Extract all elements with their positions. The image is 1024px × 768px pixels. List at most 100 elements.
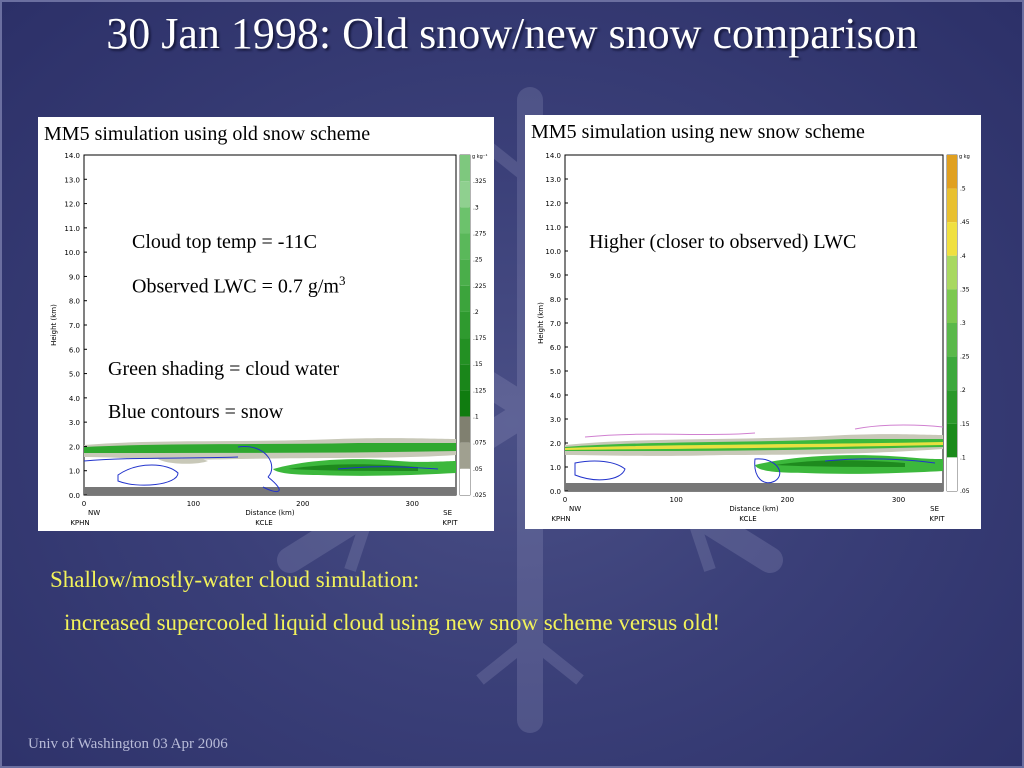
colorbar-segment [947,255,957,290]
colorbar-tick-label: .1 [960,454,966,461]
y-tick-label: 13.0 [64,176,80,184]
colorbar-segment [460,364,470,391]
y-tick-label: 3.0 [69,419,80,427]
colorbar-tick-label: .075 [473,440,487,447]
colorbar-segment [947,356,957,391]
y-tick-label: 1.0 [69,468,80,476]
x-tick-label: 200 [781,496,794,504]
colorbar-tick-label: .25 [473,257,483,264]
colorbar-segment [460,207,470,234]
colorbar-tick-label: .4 [960,253,966,260]
colorbar-segment [947,457,957,491]
y-tick-label: 4.0 [550,392,561,400]
y-tick-label: 10.0 [64,249,80,257]
y-tick-label: 14.0 [64,152,80,160]
colorbar-tick-label: .125 [473,387,487,394]
colorbar-tick-label: .35 [960,286,970,293]
y-tick-label: 6.0 [69,346,80,354]
colorbar-tick-label: .15 [473,361,483,368]
y-tick-label: 6.0 [550,344,561,352]
y-tick-label: 9.0 [69,273,80,281]
y-tick-label: 5.0 [69,371,80,379]
x-tick-label: 100 [669,496,682,504]
y-tick-label: 9.0 [550,272,561,280]
colorbar-tick-label: .325 [473,178,487,185]
y-tick-label: 13.0 [545,176,561,184]
colorbar-segment [460,311,470,339]
colorbar-segment [947,222,957,256]
y-tick-label: 12.0 [545,200,561,208]
x-tick-label: 0 [82,500,86,508]
y-axis-label: Height (km) [537,302,545,344]
colorbar-segment [460,442,470,469]
colorbar-segment [947,289,957,323]
colorbar-tick-label: .1 [473,414,479,421]
corner-label-se: SE [930,505,939,513]
colorbar-tick-label: .15 [960,421,970,428]
colorbar-segment [947,323,957,357]
y-tick-label: 8.0 [550,296,561,304]
y-tick-label: 3.0 [550,416,561,424]
y-axis-label: Height (km) [50,304,58,346]
new-scheme-cross-section: 14.0 13.0 12.0 11.0 10.0 9.0 8.0 7.0 6.0 5.0 4.0 3.… [537,152,970,523]
cloud-top-temp-note: Cloud top temp = -11C [132,231,317,253]
colorbar-segment [947,188,957,223]
colorbar-segment [947,423,957,458]
y-tick-label: 0.0 [69,492,80,500]
station-label-kphn: KPHN [551,515,570,523]
y-tick-label: 7.0 [550,320,561,328]
old-scheme-cross-section: 14.0 13.0 12.0 11.0 10.0 9.0 8.0 7.0 6.0 5.0 4.0 3.… [50,152,487,527]
y-tick-label: 8.0 [69,298,80,306]
station-label-kpit: KPIT [929,515,945,523]
colorbar-unit: g kg⁻¹ [472,154,487,160]
footer-credit: Univ of Washington 03 Apr 2006 [28,736,228,752]
y-tick-label: 4.0 [69,395,80,403]
station-label-kcle: KCLE [255,519,272,527]
corner-label-nw: NW [569,505,581,513]
y-tick-label: 2.0 [550,440,561,448]
x-tick-label: 200 [296,500,309,508]
x-tick-label: 100 [187,500,200,508]
y-tick-label: 1.0 [550,464,561,472]
observed-lwc-note: Observed LWC = 0.7 g/m3 [132,273,346,298]
x-axis-label: Distance (km) [729,505,778,513]
new-scheme-panel: 14.0 13.0 12.0 11.0 10.0 9.0 8.0 7.0 6.0 5.0 4.0 3.… [525,115,981,529]
y-tick-label: 12.0 [64,201,80,209]
colorbar-tick-label: .175 [473,335,487,342]
colorbar-tick-label: .225 [473,283,487,290]
colorbar-tick-label: .25 [960,354,970,361]
station-label-kpit: KPIT [442,519,458,527]
x-axis-label: Distance (km) [245,509,294,517]
y-tick-label: 2.0 [69,443,80,451]
conclusion-line-2: increased supercooled liquid cloud using… [64,610,720,635]
y-tick-label: 7.0 [69,322,80,330]
colorbar-segment [460,285,470,312]
x-tick-label: 0 [563,496,567,504]
colorbar-tick-label: .2 [960,387,966,394]
colorbar-segment [460,233,470,260]
green-shading-note: Green shading = cloud water [108,358,340,380]
colorbar-tick-label: .275 [473,230,487,237]
colorbar-unit: g kg [959,154,970,160]
higher-lwc-note: Higher (closer to observed) LWC [589,231,857,253]
colorbar-tick-label: .45 [960,219,970,226]
x-tick-label: 300 [892,496,905,504]
y-tick-label: 11.0 [64,225,80,233]
colorbar-segment [460,390,470,417]
y-tick-label: 14.0 [545,152,561,160]
colorbar-tick-label: .05 [473,466,483,473]
colorbar-tick-label: .5 [960,186,966,193]
colorbar-segment [947,155,957,189]
blue-contours-note: Blue contours = snow [108,401,284,423]
colorbar-tick-label: .025 [473,492,487,499]
new-scheme-caption: MM5 simulation using new snow scheme [527,119,869,146]
corner-label-se: SE [443,509,452,517]
colorbar-segment [460,155,470,182]
colorbar-tick-label: .3 [473,204,479,211]
station-label-kcle: KCLE [739,515,756,523]
corner-label-nw: NW [88,509,100,517]
colorbar-segment [460,416,470,443]
conclusion-line-1: Shallow/mostly-water cloud simulation: [50,567,420,592]
colorbar-segment [460,181,470,208]
station-label-kphn: KPHN [70,519,89,527]
